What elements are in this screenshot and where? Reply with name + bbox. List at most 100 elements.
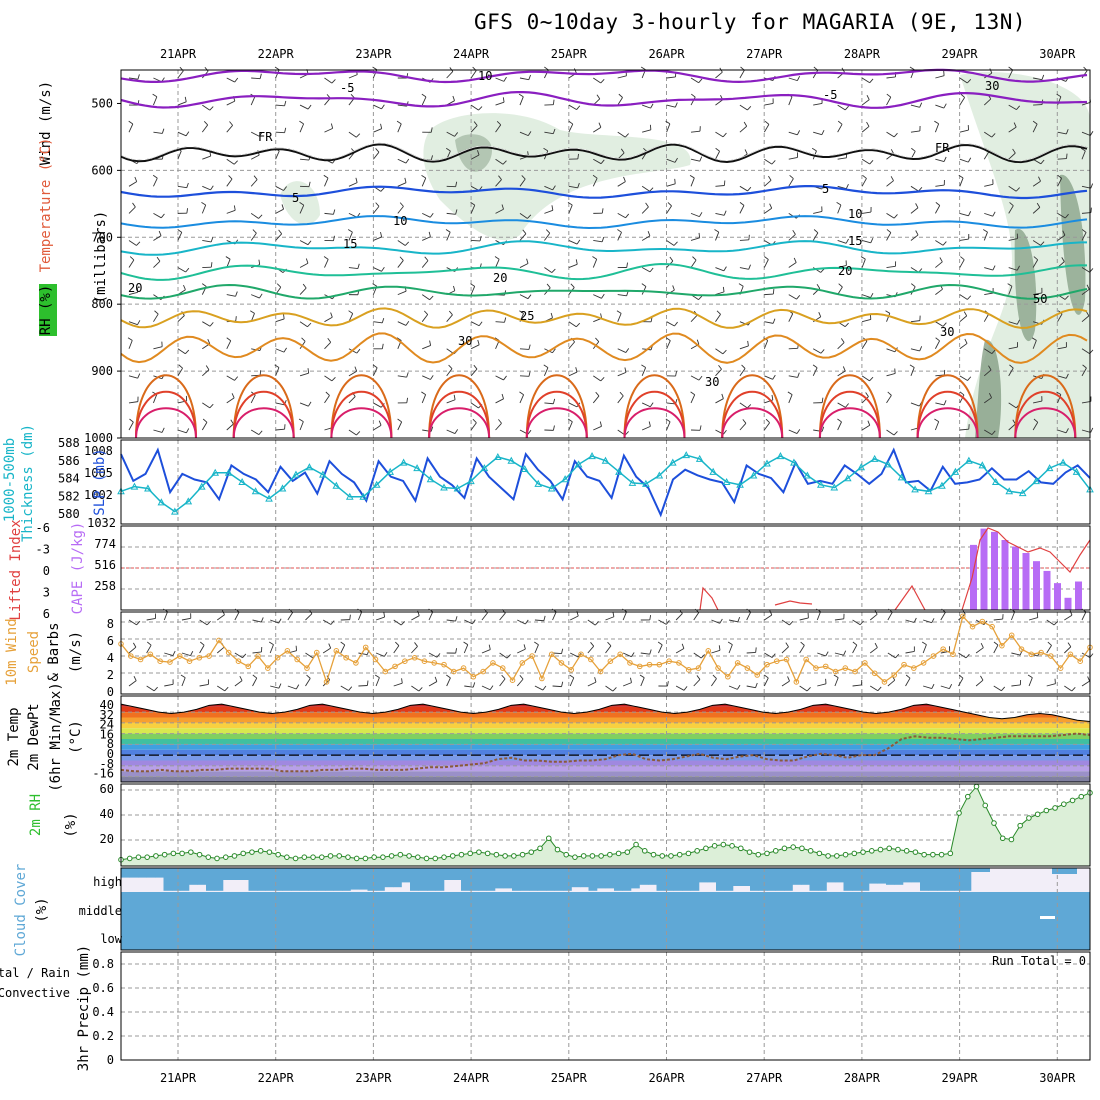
rh-marker: [799, 845, 805, 852]
wind-barb-flag: [519, 675, 524, 680]
rh-marker: [336, 853, 343, 859]
wind-barb-flag: [199, 641, 205, 646]
high-cloud-bar: [206, 868, 215, 891]
wind-barb: [348, 429, 357, 436]
wind-barb-flag: [372, 66, 378, 71]
wind-barb: [552, 611, 557, 621]
rh-marker: [563, 851, 570, 858]
thickness-marker: [144, 484, 152, 492]
wind-barb-flag: [865, 392, 869, 397]
wind-barb: [788, 294, 797, 300]
wind-barb-flag: [526, 258, 529, 264]
wind-barb: [128, 123, 134, 133]
wind-barb: [642, 129, 651, 133]
wind-barb-flag: [503, 76, 507, 82]
isotherm-loop: [232, 374, 295, 439]
wind-barb: [373, 267, 382, 272]
wind-barb-flag: [436, 653, 441, 658]
wind-barb: [666, 104, 676, 108]
wind-speed-marker: [362, 644, 369, 651]
wind-barb-flag: [523, 644, 526, 650]
wind-barb: [519, 96, 524, 106]
wind-barb-flag: [1080, 147, 1086, 152]
wind-speed-marker: [568, 667, 575, 673]
wind-barb: [177, 348, 186, 355]
isotherm-15: [120, 240, 1087, 256]
wind-barb: [617, 131, 626, 138]
rh-marker: [772, 848, 779, 854]
wind-barb-flag: [913, 617, 917, 623]
wind-barb-flag: [909, 66, 915, 71]
wind-barb: [869, 647, 878, 654]
wind-barb-flag: [785, 642, 789, 648]
wind-barb: [910, 185, 919, 192]
wind-speed-marker: [274, 654, 281, 661]
run-total-label: Run Total = 0: [992, 954, 1086, 968]
temperature-tick-label: 8: [107, 737, 114, 751]
wind-barb-flag: [429, 212, 434, 218]
wind-barb: [861, 319, 871, 323]
isotherm-20-lower: [120, 283, 1088, 300]
lifted-index-tick-label: 6: [43, 607, 50, 621]
wind-barb: [552, 685, 562, 688]
wind-barb-flag: [302, 283, 307, 289]
rh-marker: [415, 854, 421, 860]
wind-barb-flag: [1033, 418, 1039, 423]
wind-speed-marker: [402, 658, 408, 665]
wind-barb-flag: [1032, 120, 1038, 125]
wind-barb: [886, 76, 896, 79]
date-label-bottom: 23APR: [355, 1071, 392, 1085]
wind-barb-flag: [274, 364, 280, 368]
wind-barb-flag: [993, 641, 999, 646]
wind-barb: [1033, 400, 1043, 404]
wind-barb: [519, 131, 529, 137]
wind-speed-marker: [480, 668, 486, 675]
wind-barb-flag: [1009, 202, 1014, 207]
wind-barb-flag: [837, 418, 842, 423]
grid-lines: [121, 952, 1090, 1060]
wind-barb-flag: [545, 229, 551, 234]
wind-barb-flag: [681, 643, 685, 649]
wind-barb-flag: [568, 120, 574, 125]
isotherm-loop: [1014, 374, 1077, 439]
isotherm-label: FR: [935, 141, 950, 155]
wind-barb-flag: [201, 283, 207, 287]
wind-barb: [1081, 429, 1091, 433]
wind-barb: [983, 369, 992, 377]
temperature-tick-label: 40: [100, 698, 114, 712]
wind-barb-flag: [797, 372, 800, 378]
wind-barb-flag: [867, 420, 871, 426]
wind-barb-flag: [203, 121, 209, 126]
wind-barb-flag: [859, 620, 864, 626]
wind-barb: [397, 375, 407, 378]
wind-barb-flag: [1071, 687, 1076, 692]
wind-barb: [886, 265, 896, 268]
wind-barb: [959, 158, 969, 163]
wind-speed-marker: [822, 663, 829, 670]
pressure-unit-label: (millibars): [93, 211, 109, 304]
wind-barb-flag: [561, 681, 564, 687]
thickness-marker: [588, 452, 596, 460]
high-cloud-bar: [767, 868, 776, 891]
wind-barb-flag: [699, 156, 703, 162]
wind-barb: [1046, 683, 1056, 687]
wind-barb-flag: [210, 185, 214, 191]
wind-barb: [324, 341, 332, 350]
wind-barb: [984, 429, 993, 436]
wind-barb: [959, 315, 967, 323]
wind-barb: [153, 346, 163, 350]
wind-speed-marker: [959, 613, 966, 620]
wind-barb-flag: [528, 344, 531, 350]
wind-barb: [470, 344, 480, 350]
wind-barb: [199, 619, 208, 626]
wind-barb-flag: [210, 262, 213, 268]
wind-speed-marker: [862, 660, 868, 666]
wind-speed-marker: [176, 653, 183, 659]
wind-barb-flag: [397, 418, 402, 423]
wind-barb: [739, 104, 748, 111]
thickness-marker: [803, 471, 812, 479]
wind-barb-flag: [624, 133, 629, 138]
thickness-marker: [480, 464, 489, 472]
wind-barb: [519, 263, 529, 268]
high-cloud-bar: [707, 868, 717, 883]
